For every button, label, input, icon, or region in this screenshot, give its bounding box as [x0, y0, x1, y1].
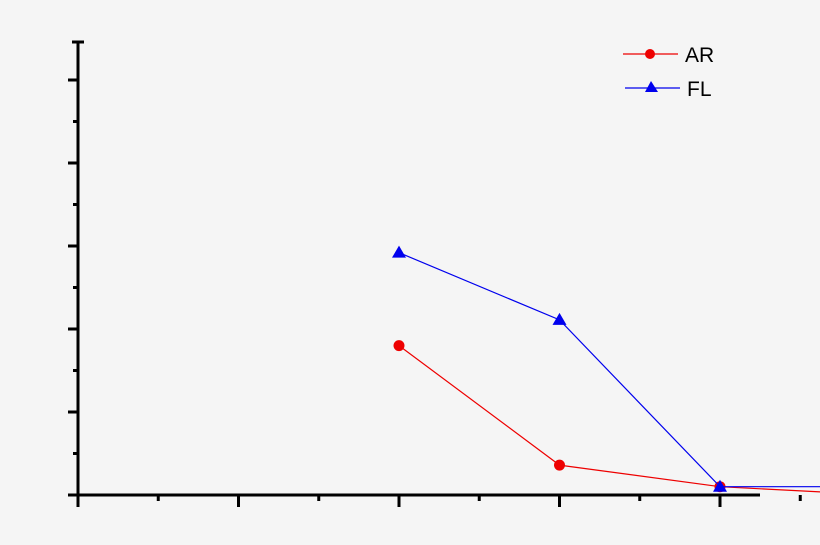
- series-ar: [393, 340, 820, 493]
- data-point: [393, 340, 405, 352]
- legend-item-ar: AR: [623, 44, 714, 67]
- triangle-marker-icon: [645, 81, 658, 92]
- legend-item-fl: FL: [625, 78, 712, 101]
- data-point: [713, 479, 727, 492]
- legend-label-fl: FL: [687, 78, 712, 101]
- series-fl: [392, 245, 820, 492]
- legend: AR FL: [623, 44, 714, 101]
- data-point: [552, 312, 567, 325]
- circle-marker-icon: [645, 49, 655, 59]
- series-layer: [392, 245, 820, 493]
- data-point: [392, 245, 406, 258]
- data-point: [554, 459, 565, 471]
- axes: [68, 40, 802, 507]
- legend-label-ar: AR: [685, 44, 714, 67]
